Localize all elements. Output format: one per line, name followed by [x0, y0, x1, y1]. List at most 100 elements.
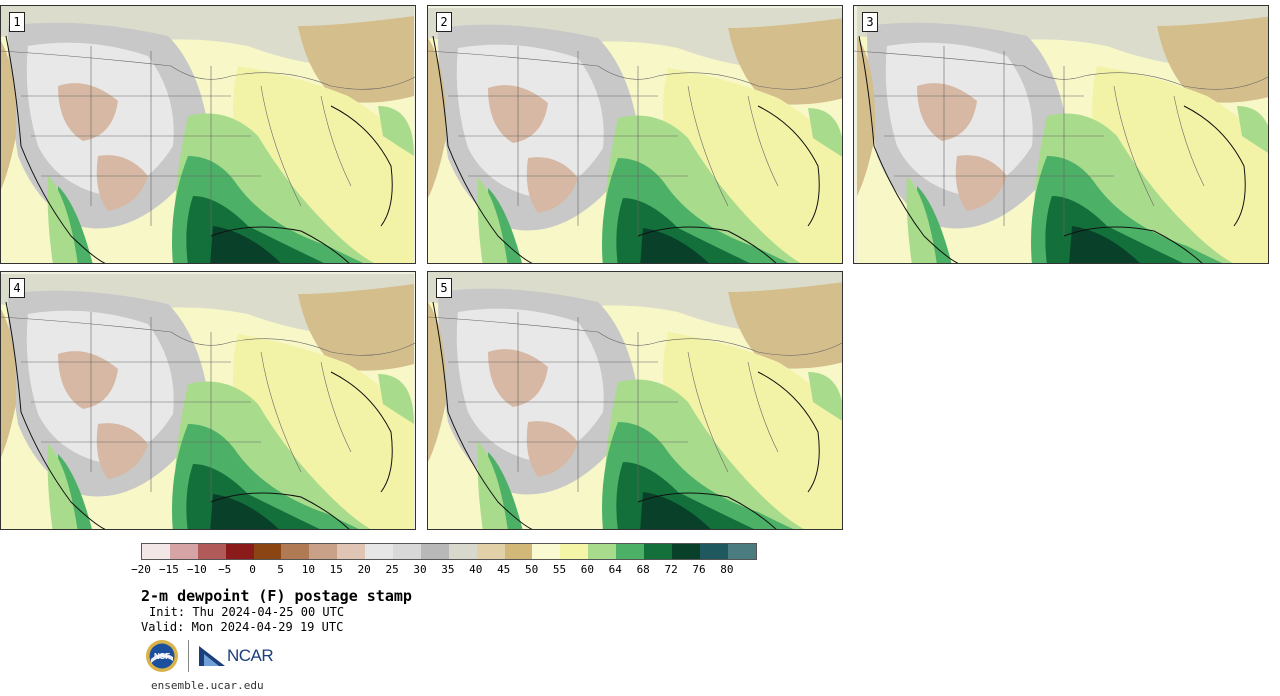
colorbar-tick-label: 40 — [469, 563, 483, 576]
colorbar-tick-label: 35 — [441, 563, 455, 576]
dewpoint-region — [526, 421, 578, 477]
colorbar-swatch — [532, 544, 561, 559]
dewpoint-map — [1, 6, 415, 263]
dewpoint-map — [854, 6, 1268, 263]
dewpoint-region — [1237, 106, 1268, 153]
nsf-logo-icon: NSF — [146, 640, 178, 672]
dewpoint-region — [1069, 226, 1140, 263]
ncar-mark-icon — [199, 646, 225, 666]
state-border — [320, 95, 352, 187]
dewpoint-map — [428, 8, 842, 263]
colorbar-tick-label: 45 — [497, 563, 511, 576]
dewpoint-region — [210, 494, 279, 529]
colorbar-tick-label: 50 — [524, 563, 539, 576]
colorbar-tick-label: 15 — [329, 563, 343, 576]
colorbar-tick-label: −10 — [186, 563, 207, 576]
site-url: ensemble.ucar.edu — [151, 679, 264, 692]
state-border — [1, 50, 415, 90]
state-border — [260, 351, 302, 473]
ncar-wordmark: NCAR — [227, 646, 274, 665]
dewpoint-region — [428, 38, 447, 198]
colorbar-swatch — [476, 544, 505, 559]
colorbar-tick-label: 25 — [385, 563, 399, 576]
dewpoint-region — [47, 444, 78, 529]
map-panel-3: 3 — [853, 5, 1269, 264]
coastline — [858, 35, 1246, 263]
map-panel-5: 5 — [427, 271, 843, 530]
colorbar-swatch — [588, 544, 617, 559]
colorbar-swatch — [253, 544, 282, 559]
ncar-logo: NCAR — [199, 646, 274, 666]
colorbar-tick-label: 64 — [608, 563, 622, 576]
dewpoint-region — [728, 282, 842, 369]
dewpoint-region — [428, 302, 447, 462]
dewpoint-region — [298, 16, 414, 103]
dewpoint-region — [210, 226, 281, 263]
colorbar-swatch — [337, 544, 366, 559]
dewpoint-region — [58, 351, 118, 409]
colorbar-swatch — [197, 544, 226, 559]
state-border — [854, 50, 1268, 90]
dewpoint-region — [857, 36, 876, 196]
colorbar-swatch — [671, 544, 700, 559]
dewpoint-region — [1, 309, 17, 458]
colorbar-swatch — [448, 544, 477, 559]
map-panel-1: 1 — [0, 5, 416, 264]
panel-number: 5 — [436, 278, 452, 298]
dewpoint-region — [640, 228, 709, 263]
dewpoint-map — [1, 274, 415, 529]
colorbar-tick-label: 72 — [664, 563, 678, 576]
dewpoint-region — [378, 106, 414, 156]
colorbar-tick-label: 10 — [301, 563, 316, 576]
dewpoint-region — [526, 157, 578, 213]
colorbar-swatch — [365, 544, 394, 559]
panel-number: 3 — [862, 12, 878, 32]
coastline — [432, 301, 820, 529]
panel-number: 4 — [9, 278, 25, 298]
dewpoint-region — [378, 374, 414, 424]
colorbar-tick-label: 55 — [552, 563, 567, 576]
colorbar-tick-label: 80 — [720, 563, 734, 576]
dewpoint-region — [808, 372, 842, 421]
colorbar-swatch — [169, 544, 198, 559]
colorbar-swatch — [281, 544, 310, 559]
dewpoint-region — [640, 492, 711, 529]
dewpoint-region — [298, 284, 414, 371]
logos: NSF NCAR — [145, 638, 274, 674]
colorbar-swatch — [142, 544, 170, 559]
state-border — [1173, 95, 1205, 187]
dewpoint-region — [728, 18, 842, 105]
dewpoint-region — [96, 423, 148, 479]
colorbar-tick-label: 30 — [413, 563, 427, 576]
dewpoint-region — [1157, 16, 1268, 103]
panel-number: 1 — [9, 12, 25, 32]
colorbar-swatch — [644, 544, 672, 559]
colorbar-swatch — [699, 544, 728, 559]
dewpoint-region — [58, 83, 118, 141]
colorbar — [141, 543, 757, 560]
state-border — [687, 351, 729, 473]
dewpoint-map — [428, 272, 842, 529]
colorbar-tick-label: 76 — [692, 563, 706, 576]
colorbar-tick-label: 20 — [357, 563, 371, 576]
state-border — [320, 361, 352, 453]
colorbar-tick-label: −20 — [131, 563, 151, 576]
state-border — [1, 316, 415, 356]
init-time: Init: Thu 2024-04-25 00 UTC — [149, 605, 345, 619]
colorbar-swatch — [727, 544, 756, 559]
dewpoint-region — [808, 108, 842, 157]
coastline — [432, 35, 820, 263]
state-border — [260, 85, 302, 207]
panel-number: 2 — [436, 12, 452, 32]
coastline — [5, 301, 393, 529]
state-border — [747, 361, 779, 453]
colorbar-swatch — [225, 544, 254, 559]
colorbar-tick-label: 0 — [249, 563, 256, 576]
colorbar-swatch — [420, 544, 449, 559]
colorbar-swatch — [504, 544, 533, 559]
dewpoint-region — [47, 176, 78, 263]
state-border — [747, 95, 779, 187]
colorbar-swatch — [616, 544, 645, 559]
svg-text:NSF: NSF — [154, 652, 170, 661]
dewpoint-region — [477, 442, 508, 529]
